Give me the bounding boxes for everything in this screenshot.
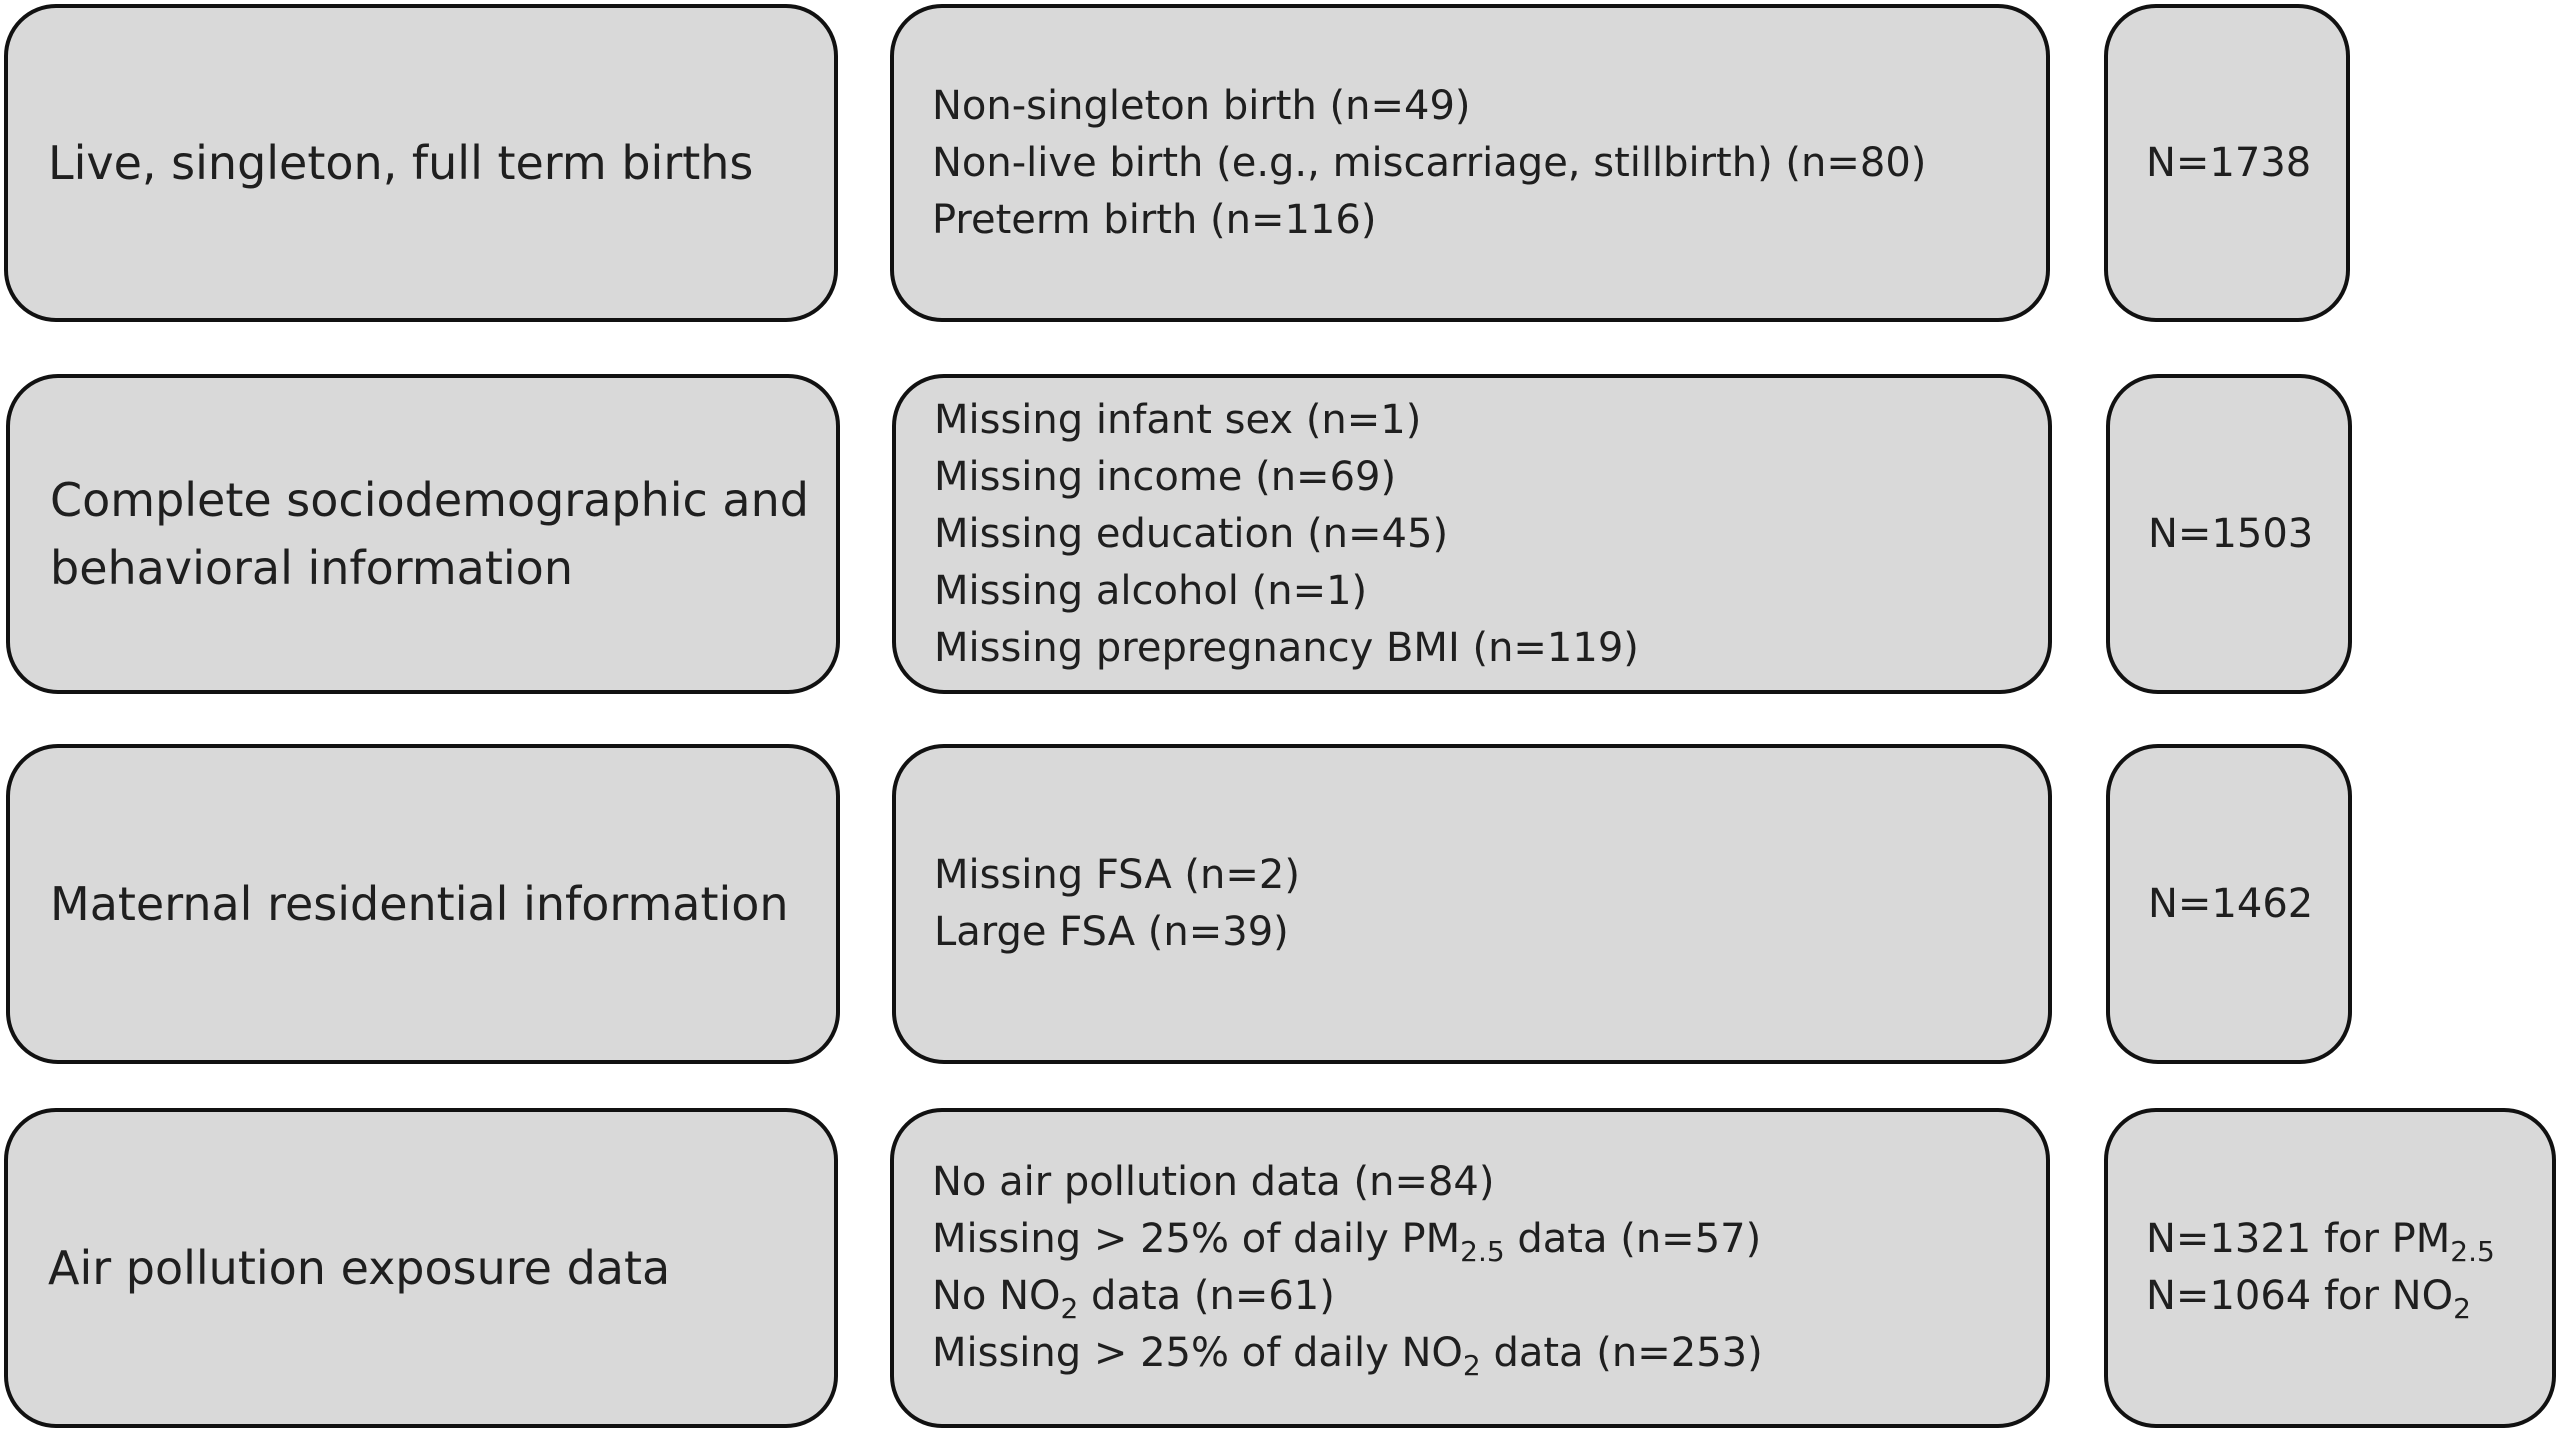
subscript: 2 — [1060, 1292, 1079, 1325]
count-box-sociodemographic: N=1503 — [2106, 374, 2352, 694]
count-box-residential: N=1462 — [2106, 744, 2352, 1064]
criterion-label: Complete sociodemographic and behavioral… — [50, 473, 809, 595]
subscript: 2 — [2453, 1292, 2471, 1325]
exclusion-text: data (n=253) — [1480, 1330, 1763, 1376]
exclusions-box-residential: Missing FSA (n=2) Large FSA (n=39) — [892, 744, 2052, 1064]
count-box-live-births: N=1738 — [2104, 4, 2350, 322]
count-label: N=1321 for PM2.5 — [2146, 1211, 2552, 1268]
subscript: 2.5 — [1460, 1235, 1505, 1268]
exclusions-box-sociodemographic: Missing infant sex (n=1) Missing income … — [892, 374, 2052, 694]
count-text: N=1321 for PM — [2146, 1216, 2451, 1262]
exclusion-text: Missing > 25% of daily NO — [932, 1330, 1463, 1376]
exclusion-text: Missing > 25% of daily PM — [932, 1216, 1461, 1262]
criterion-box-sociodemographic: Complete sociodemographic and behavioral… — [6, 374, 840, 694]
exclusions-box-air-pollution: No air pollution data (n=84) Missing > 2… — [890, 1108, 2050, 1428]
exclusion-text: No NO — [932, 1273, 1061, 1319]
exclusion-text: data (n=61) — [1078, 1273, 1335, 1319]
subscript: 2.5 — [2450, 1235, 2495, 1268]
criterion-label: Air pollution exposure data — [48, 1241, 671, 1295]
count-label: N=1462 — [2148, 880, 2314, 927]
exclusion-item: Missing income (n=69) — [934, 453, 1397, 500]
exclusion-item: Missing alcohol (n=1) — [934, 567, 1368, 614]
exclusion-item: Non-live birth (e.g., miscarriage, still… — [932, 139, 1927, 186]
exclusion-item: No NO2 data (n=61) — [932, 1268, 2046, 1325]
exclusion-text: data (n=57) — [1504, 1216, 1762, 1262]
criterion-box-residential: Maternal residential information — [6, 744, 840, 1064]
exclusion-item: Preterm birth (n=116) — [932, 196, 1377, 243]
exclusion-item: Non-singleton birth (n=49) — [932, 82, 1471, 129]
criterion-box-air-pollution: Air pollution exposure data — [4, 1108, 838, 1428]
criterion-label: Live, singleton, full term births — [48, 136, 754, 190]
criterion-label: Maternal residential information — [50, 877, 789, 931]
exclusions-box-live-births: Non-singleton birth (n=49) Non-live birt… — [890, 4, 2050, 322]
criterion-box-live-births: Live, singleton, full term births — [4, 4, 838, 322]
exclusion-item: Missing education (n=45) — [934, 510, 1449, 557]
count-label: N=1738 — [2146, 139, 2312, 186]
subscript: 2 — [1462, 1349, 1481, 1382]
exclusion-item: Missing > 25% of daily NO2 data (n=253) — [932, 1325, 2046, 1382]
exclusion-item: No air pollution data (n=84) — [932, 1159, 1495, 1205]
exclusion-item: Missing infant sex (n=1) — [934, 396, 1422, 443]
exclusion-item: Missing prepregnancy BMI (n=119) — [934, 624, 1639, 671]
exclusion-item: Missing FSA (n=2) — [934, 852, 1300, 898]
count-label: N=1064 for NO2 — [2146, 1268, 2552, 1325]
count-label: N=1503 — [2148, 510, 2314, 557]
exclusion-item: Large FSA (n=39) — [934, 909, 1289, 955]
count-box-air-pollution: N=1321 for PM2.5 N=1064 for NO2 — [2104, 1108, 2556, 1428]
exclusion-item: Missing > 25% of daily PM2.5 data (n=57) — [932, 1211, 2046, 1268]
count-text: N=1064 for NO — [2146, 1273, 2454, 1319]
